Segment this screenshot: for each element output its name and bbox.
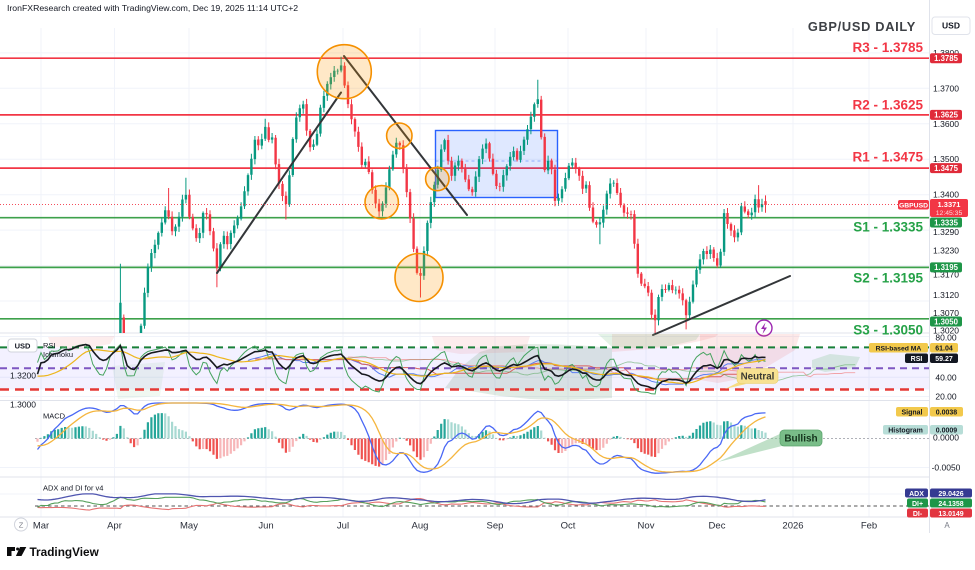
svg-text:USD: USD [942, 21, 960, 31]
svg-text:1.3700: 1.3700 [933, 83, 959, 93]
svg-text:1.3070: 1.3070 [933, 308, 959, 318]
svg-text:Bullish: Bullish [784, 434, 817, 445]
svg-text:40.00: 40.00 [935, 373, 957, 383]
svg-text:1.3120: 1.3120 [933, 290, 959, 300]
svg-text:GBPUSD: GBPUSD [899, 203, 928, 210]
svg-text:Signal: Signal [901, 410, 922, 417]
svg-text:IronFXResearch created with Tr: IronFXResearch created with TradingView.… [7, 3, 298, 13]
svg-text:Sep: Sep [487, 521, 504, 532]
svg-text:S1 - 1.3335: S1 - 1.3335 [853, 220, 923, 235]
svg-text:1.3400: 1.3400 [933, 190, 959, 200]
svg-text:DI-: DI- [913, 511, 923, 518]
svg-text:1.3371: 1.3371 [938, 200, 961, 209]
svg-text:Feb: Feb [861, 521, 877, 532]
svg-text:Apr: Apr [107, 521, 122, 532]
svg-text:R1 - 1.3475: R1 - 1.3475 [852, 150, 923, 165]
svg-text:RSI: RSI [911, 356, 923, 363]
svg-text:80.00: 80.00 [935, 333, 957, 343]
svg-text:12:45:35: 12:45:35 [936, 210, 963, 217]
svg-text:1.3170: 1.3170 [933, 270, 959, 280]
svg-text:RSI: RSI [43, 341, 56, 350]
svg-text:1.3475: 1.3475 [934, 164, 959, 173]
svg-text:Dec: Dec [709, 521, 726, 532]
svg-text:GBP/USD DAILY: GBP/USD DAILY [808, 19, 916, 34]
svg-text:Ichimoku: Ichimoku [43, 350, 73, 359]
svg-text:29.0426: 29.0426 [938, 491, 963, 498]
svg-text:20.00: 20.00 [935, 392, 957, 402]
svg-text:Mar: Mar [33, 521, 49, 532]
svg-text:1.3500: 1.3500 [933, 154, 959, 164]
svg-text:24.1358: 24.1358 [938, 501, 963, 508]
svg-text:0.0038: 0.0038 [936, 410, 958, 417]
svg-text:TradingView: TradingView [30, 545, 100, 559]
svg-text:S3 - 1.3050: S3 - 1.3050 [853, 323, 923, 338]
svg-text:1.3290: 1.3290 [933, 227, 959, 237]
svg-text:RSI-based MA: RSI-based MA [876, 346, 922, 353]
svg-text:R3 - 1.3785: R3 - 1.3785 [852, 40, 923, 55]
svg-text:61.04: 61.04 [935, 346, 953, 353]
svg-text:0.0000: 0.0000 [933, 433, 959, 443]
svg-text:DI+: DI+ [912, 501, 923, 508]
svg-text:ADX: ADX [909, 491, 924, 498]
svg-text:1.3230: 1.3230 [933, 246, 959, 256]
svg-text:1.3000: 1.3000 [10, 400, 36, 410]
svg-text:1.3020: 1.3020 [933, 326, 959, 336]
svg-text:R2 - 1.3625: R2 - 1.3625 [852, 98, 923, 113]
svg-text:Jul: Jul [337, 521, 349, 532]
svg-text:13.0149: 13.0149 [938, 511, 963, 518]
svg-text:Aug: Aug [412, 521, 429, 532]
svg-text:Histogram: Histogram [888, 428, 923, 435]
svg-text:1.3800: 1.3800 [933, 48, 959, 58]
svg-text:Neutral: Neutral [741, 372, 775, 383]
svg-text:2026: 2026 [782, 521, 803, 532]
svg-text:1.3335: 1.3335 [934, 218, 959, 227]
svg-text:Jun: Jun [258, 521, 273, 532]
svg-text:Oct: Oct [561, 521, 576, 532]
svg-text:Nov: Nov [638, 521, 655, 532]
svg-text:USD: USD [15, 342, 31, 351]
svg-text:1.3195: 1.3195 [934, 263, 959, 272]
svg-text:S2 - 1.3195: S2 - 1.3195 [853, 271, 923, 286]
svg-text:59.27: 59.27 [935, 356, 953, 363]
svg-text:0.0009: 0.0009 [936, 428, 958, 435]
svg-text:MACD: MACD [43, 412, 66, 421]
svg-text:A: A [944, 521, 950, 530]
svg-text:1.3785: 1.3785 [934, 54, 959, 63]
svg-text:Z: Z [19, 521, 24, 530]
svg-text:1.3625: 1.3625 [934, 111, 959, 120]
svg-text:May: May [180, 521, 198, 532]
svg-text:1.3600: 1.3600 [933, 119, 959, 129]
svg-text:-0.0050: -0.0050 [932, 463, 961, 473]
svg-text:1.3200: 1.3200 [10, 371, 36, 381]
svg-text:ADX and DI for v4: ADX and DI for v4 [43, 484, 103, 493]
svg-text:1.3050: 1.3050 [934, 317, 959, 326]
